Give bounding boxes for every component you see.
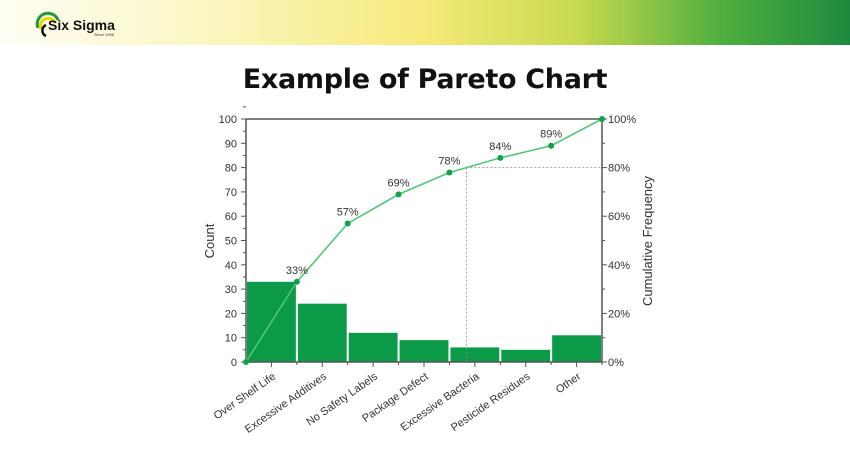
y-tick-label: 100 — [219, 114, 237, 126]
cumulative-data-label: 69% — [388, 177, 410, 189]
cumulative-point — [599, 116, 605, 122]
logo-text: Six Sigma — [48, 17, 115, 33]
y-tick-label: 10 — [225, 333, 237, 345]
y2-tick-label: 0% — [608, 357, 624, 369]
header-banner: Six Sigma Since 1998 — [0, 0, 850, 45]
y-tick-label: 0 — [231, 357, 237, 369]
cumulative-line — [245, 118, 603, 363]
y-tick-label: 90 — [225, 138, 237, 150]
cumulative-point — [497, 154, 504, 161]
bar — [552, 335, 601, 362]
y-tick-label: 80 — [225, 163, 237, 175]
y-tick-label: 30 — [225, 284, 237, 296]
y-tick-label: 60 — [225, 211, 237, 223]
y2-axis-label: Cumulative Frequency — [640, 175, 655, 306]
y-tick-label: 50 — [225, 236, 237, 248]
bar — [297, 303, 347, 362]
cumulative-point — [446, 169, 453, 176]
page-title: Example of Pareto Chart — [242, 64, 608, 95]
y-tick-label: 20 — [225, 308, 237, 320]
cumulative-data-label: 89% — [540, 129, 562, 141]
cumulative-point — [395, 191, 402, 198]
cumulative-data-label: 33% — [286, 265, 308, 277]
six-sigma-logo-icon — [35, 11, 60, 38]
cumulative-data-label: 57% — [337, 206, 359, 218]
y-axis-label: Count — [202, 223, 217, 258]
cumulative-point — [293, 278, 300, 285]
y2-tick-label: 80% — [608, 163, 630, 175]
y-tick-label: 70 — [225, 187, 237, 199]
cumulative-point — [243, 359, 249, 365]
logo-subtext: Since 1998 — [94, 32, 115, 37]
y2-tick-label: 40% — [608, 260, 630, 272]
bar — [399, 340, 449, 362]
y-tick-label: 40 — [225, 260, 237, 272]
y2-tick-label: 60% — [608, 211, 630, 223]
cumulative-point — [548, 142, 555, 149]
cumulative-data-label: 84% — [489, 141, 511, 153]
bar — [450, 347, 500, 362]
y2-tick-label: 100% — [608, 114, 636, 126]
bar — [348, 332, 398, 362]
x-tick-label: Other — [554, 370, 584, 396]
cumulative-data-label: 78% — [438, 155, 460, 167]
bar — [501, 349, 551, 362]
cumulative-point — [344, 220, 351, 227]
y2-tick-label: 20% — [608, 308, 630, 320]
